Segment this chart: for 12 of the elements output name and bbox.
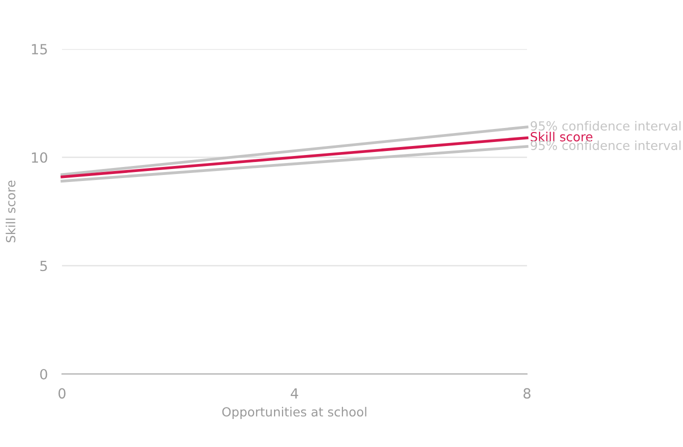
y-tick-label: 5: [40, 260, 47, 272]
x-tick-label: 0: [58, 388, 66, 399]
y-tick-label: 15: [32, 44, 47, 54]
series-label: 95% confidence interval: [530, 120, 681, 131]
y-axis-title: Skill score: [6, 180, 16, 242]
series-label: 95% confidence interval: [530, 140, 681, 150]
series-label: Skill score: [530, 132, 592, 142]
x-tick-label: 4: [290, 388, 298, 398]
x-axis-title: Opportunities at school: [222, 406, 366, 419]
y-tick-label: 0: [40, 368, 48, 380]
y-tick-label: 10: [32, 152, 48, 163]
x-tick-label: 8: [524, 388, 530, 399]
